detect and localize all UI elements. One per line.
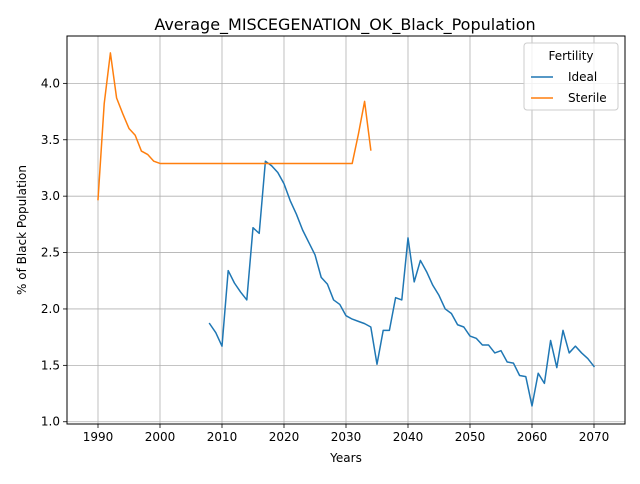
series-lines [97,52,596,407]
x-tick-label: 1990 [83,430,114,444]
y-tick-label: 4.0 [41,76,60,90]
x-tick-label: 2030 [331,430,362,444]
y-tick-label: 2.0 [41,302,60,316]
y-tick-label: 1.0 [41,415,60,429]
y-axis-label: % of Black Population [15,165,29,295]
x-tick-label: 2000 [145,430,176,444]
x-tick-label: 2010 [207,430,238,444]
y-tick-label: 3.0 [41,189,60,203]
axis-ticks: 1990 2000 2010 2020 2030 2040 2050 2060 2070 1.0 1… [41,76,609,444]
y-tick-label: 1.5 [41,358,60,372]
x-tick-label: 2060 [517,430,548,444]
y-tick-label: 3.5 [41,133,60,147]
legend-label-ideal: Ideal [568,70,597,84]
series-line-sterile [97,52,372,201]
legend: Fertility Ideal Sterile [523,42,619,111]
legend-title: Fertility [548,49,593,63]
series-line-ideal [208,160,596,407]
x-tick-label: 2050 [455,430,486,444]
x-axis-label: Years [329,451,362,465]
legend-box [523,42,619,111]
x-tick-label: 2070 [579,430,610,444]
legend-label-sterile: Sterile [568,91,607,105]
x-tick-label: 2020 [269,430,300,444]
x-tick-label: 2040 [393,430,424,444]
y-tick-label: 2.5 [41,246,60,260]
chart-title: Average_MISCEGENATION_OK_Black_Populatio… [154,15,535,35]
